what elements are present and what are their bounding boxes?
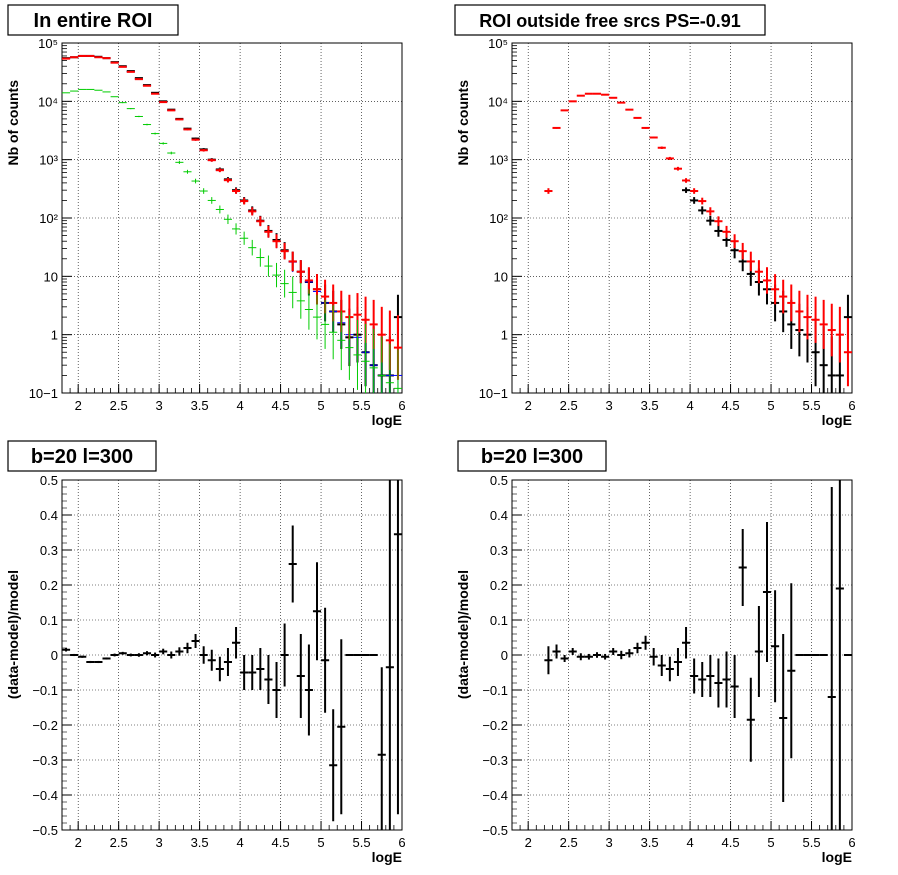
y-tick-label: 0.4 — [490, 508, 508, 523]
y-tick-label: −0.3 — [32, 753, 58, 768]
chart-panel-1: 2 2.5 3 3.5 4 4.5 5 5.5 6 10−1 1 10 10² 10³ 10⁴ 10⁵ logE… — [5, 4, 406, 428]
y-tick-label: 0.1 — [40, 613, 58, 628]
x-tick-label: 2.5 — [110, 398, 128, 413]
y-tick-label: 0.1 — [490, 613, 508, 628]
y-tick-label: 0.5 — [490, 473, 508, 488]
x-tick-label: 4.5 — [722, 398, 740, 413]
x-tick-label: 4 — [686, 835, 693, 850]
y-tick-label: 10³ — [39, 153, 58, 168]
x-tick-label: 2 — [525, 398, 532, 413]
y-tick-label: 0 — [51, 648, 58, 663]
x-tick-label: 3.5 — [191, 398, 209, 413]
title-box — [454, 4, 766, 36]
x-tick-label: 5 — [767, 835, 774, 850]
x-tick-label: 4 — [236, 835, 243, 850]
chart-title: b=20 l=300 — [481, 446, 583, 468]
y-tick-label: 10⁴ — [488, 94, 508, 109]
x-tick-label: 5.5 — [352, 398, 370, 413]
chart-panel-4: 2 2.5 3 3.5 4 4.5 5 5.5 6 −0.5 −0.4 −0.3 −0.2 −0.1 0 0.… — [455, 440, 856, 865]
x-tick-label: 5.5 — [802, 835, 820, 850]
x-tick-label: 5 — [317, 398, 324, 413]
y-tick-label: 1 — [51, 328, 58, 343]
y-tick-label: −0.2 — [32, 718, 58, 733]
title-box — [7, 4, 179, 36]
x-axis-label: logE — [822, 849, 852, 865]
chart-panel-3: 2 2.5 3 3.5 4 4.5 5 5.5 6 −0.5 −0.4 −0.3 −0.2 −0.1 0 0.… — [5, 440, 406, 865]
y-tick-label: −0.1 — [32, 683, 58, 698]
y-axis-label: (data-model)/model — [5, 570, 21, 699]
x-tick-label: 2 — [525, 835, 532, 850]
y-tick-label: 10⁴ — [38, 94, 58, 109]
y-axis-label: Nb of counts — [5, 80, 21, 166]
x-tick-label: 2 — [75, 835, 82, 850]
x-tick-label: 5.5 — [802, 398, 820, 413]
y-tick-label: 10⁵ — [38, 36, 58, 51]
y-tick-label: −0.5 — [482, 823, 508, 838]
x-tick-label: 2 — [75, 398, 82, 413]
x-axis-label: logE — [372, 412, 402, 428]
x-tick-label: 3.5 — [191, 835, 209, 850]
x-tick-label: 6 — [398, 835, 405, 850]
x-tick-label: 3.5 — [641, 398, 659, 413]
x-tick-label: 3.5 — [641, 835, 659, 850]
x-tick-label: 4 — [236, 398, 243, 413]
title-box — [457, 440, 607, 472]
y-tick-label: −0.4 — [32, 788, 58, 803]
x-tick-label: 3 — [156, 398, 163, 413]
x-tick-label: 2.5 — [560, 398, 578, 413]
x-tick-label: 3 — [606, 835, 613, 850]
y-tick-label: 10² — [39, 211, 58, 226]
series-1 — [544, 480, 852, 830]
y-tick-label: 0.2 — [40, 578, 58, 593]
y-tick-label: −0.3 — [482, 753, 508, 768]
x-tick-label: 5 — [317, 835, 324, 850]
y-tick-label: 0.5 — [40, 473, 58, 488]
x-tick-label: 4.5 — [272, 398, 290, 413]
y-axis-label: Nb of counts — [455, 80, 471, 166]
y-tick-label: 0.3 — [490, 543, 508, 558]
y-tick-label: 1 — [501, 328, 508, 343]
x-tick-label: 4.5 — [272, 835, 290, 850]
x-tick-label: 3 — [156, 835, 163, 850]
x-axis-label: logE — [372, 849, 402, 865]
x-tick-label: 5.5 — [352, 835, 370, 850]
x-tick-label: 4 — [686, 398, 693, 413]
series-4 — [62, 88, 402, 393]
x-tick-label: 3 — [606, 398, 613, 413]
y-tick-label: −0.5 — [32, 823, 58, 838]
y-tick-label: 0.3 — [40, 543, 58, 558]
x-tick-label: 5 — [767, 398, 774, 413]
y-tick-label: 10² — [489, 211, 508, 226]
x-axis-label: logE — [822, 412, 852, 428]
x-tick-label: 2.5 — [560, 835, 578, 850]
x-tick-label: 4.5 — [722, 835, 740, 850]
chart-panel-2: 2 2.5 3 3.5 4 4.5 5 5.5 6 10−1 1 10 10² 10³ 10⁴ 10⁵ logE… — [454, 4, 856, 428]
y-axis-label: (data-model)/model — [455, 570, 471, 699]
y-tick-label: −0.2 — [482, 718, 508, 733]
chart-title: b=20 l=300 — [31, 446, 133, 468]
y-tick-label: 0.4 — [40, 508, 58, 523]
y-tick-label: 10⁵ — [488, 36, 508, 51]
x-tick-label: 6 — [848, 398, 855, 413]
title-box — [7, 440, 157, 472]
series-1 — [62, 480, 402, 830]
y-tick-label: 10 — [494, 269, 508, 284]
chart-title: In entire ROI — [34, 10, 153, 32]
y-tick-label: 0 — [501, 648, 508, 663]
y-tick-label: −0.4 — [482, 788, 508, 803]
x-tick-label: 6 — [848, 835, 855, 850]
x-tick-label: 6 — [398, 398, 405, 413]
y-tick-label: 10−1 — [479, 386, 508, 401]
y-tick-label: 10³ — [489, 153, 508, 168]
y-tick-label: 10 — [44, 269, 58, 284]
y-tick-label: 0.2 — [490, 578, 508, 593]
x-tick-label: 2.5 — [110, 835, 128, 850]
y-tick-label: 10−1 — [29, 386, 58, 401]
chart-title: ROI outside free srcs PS=-0.91 — [479, 11, 741, 31]
y-tick-label: −0.1 — [482, 683, 508, 698]
series-2 — [544, 92, 852, 387]
